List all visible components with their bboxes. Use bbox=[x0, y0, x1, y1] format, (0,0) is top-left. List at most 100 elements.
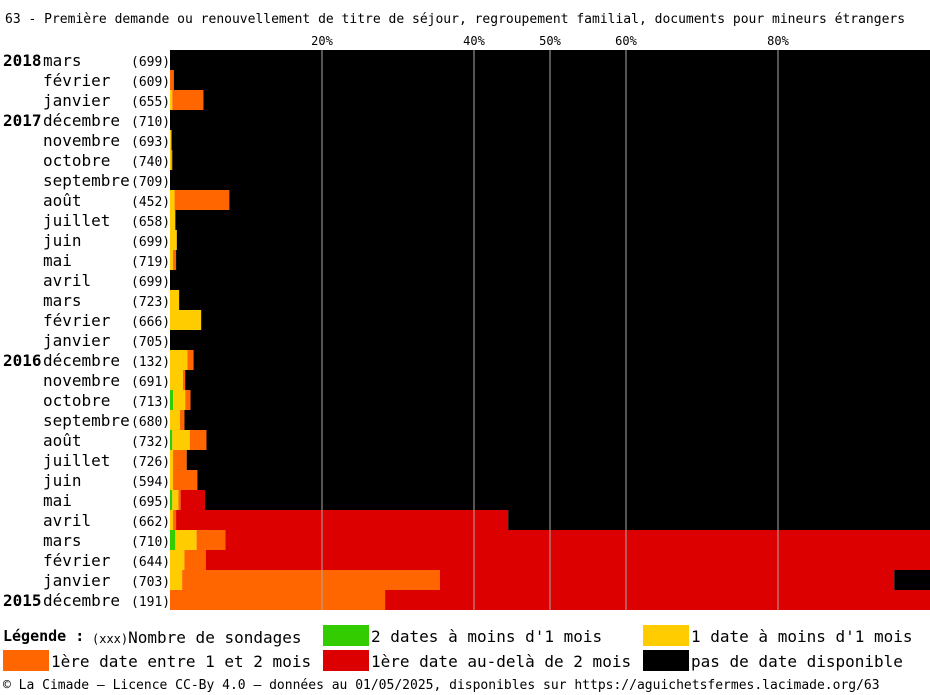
row-count-label: (191) bbox=[131, 595, 170, 610]
row-count-label: (680) bbox=[131, 415, 170, 430]
bar-segment-first_1_2 bbox=[170, 590, 386, 610]
bar-segment-first_1_2 bbox=[196, 530, 226, 550]
bar-segment-none bbox=[171, 130, 930, 150]
bar-segment-lt1_2dates bbox=[170, 430, 173, 450]
bar-segment-first_1_2 bbox=[173, 510, 177, 530]
bar-segment-none bbox=[186, 450, 930, 470]
bar-segment-none bbox=[175, 210, 930, 230]
bar-segment-lt1_2dates bbox=[170, 490, 173, 510]
row-count-label: (723) bbox=[131, 295, 170, 310]
x-tick-label: 60% bbox=[615, 34, 637, 48]
row-month-label: février bbox=[43, 311, 111, 330]
row-month-label: décembre bbox=[43, 111, 120, 130]
bar-segment-lt1_2dates bbox=[170, 530, 176, 550]
bar-segment-lt1_1date bbox=[172, 430, 190, 450]
x-tick-label: 50% bbox=[539, 34, 561, 48]
x-tick-label: 40% bbox=[463, 34, 485, 48]
chart-title: 63 - Première demande ou renouvellement … bbox=[5, 12, 906, 27]
legend-swatch-1-2-months bbox=[3, 650, 49, 671]
bar-segment-lt1_1date bbox=[172, 490, 179, 510]
bar-segment-first_1_2 bbox=[173, 470, 198, 490]
row-month-label: mai bbox=[43, 491, 72, 510]
bar-segment-none bbox=[894, 570, 930, 590]
row-month-label: octobre bbox=[43, 391, 110, 410]
bar-segment-none bbox=[176, 250, 930, 270]
row-count-label: (452) bbox=[131, 195, 170, 210]
bar-segment-lt1_1date bbox=[170, 510, 174, 530]
bar-segment-first_gt2 bbox=[385, 590, 930, 610]
row-month-label: octobre bbox=[43, 151, 110, 170]
row-count-label: (740) bbox=[131, 155, 170, 170]
row-month-label: février bbox=[43, 71, 111, 90]
bar-segment-first_1_2 bbox=[184, 550, 206, 570]
bar-segment-none bbox=[176, 230, 930, 250]
legend-swatch-no-date bbox=[643, 650, 689, 671]
row-count-label: (132) bbox=[131, 355, 170, 370]
footer-credits: © La Cimade — Licence CC-By 4.0 — donnée… bbox=[3, 678, 880, 693]
bar-segment-first_1_2 bbox=[189, 430, 207, 450]
bar-segment-lt1_1date bbox=[170, 550, 185, 570]
bar-segment-none bbox=[184, 410, 930, 430]
row-month-label: août bbox=[43, 431, 82, 450]
bar-segment-first_1_2 bbox=[171, 150, 173, 170]
bar-segment-first_1_2 bbox=[185, 390, 191, 410]
bar-segment-first_1_2 bbox=[172, 90, 204, 110]
row-count-label: (693) bbox=[131, 135, 170, 150]
legend-count-label: (xxx)Nombre de sondages bbox=[92, 628, 302, 647]
legend-count-prefix: (xxx) bbox=[92, 632, 129, 646]
bar-segment-first_1_2 bbox=[178, 490, 181, 510]
x-tick-label: 80% bbox=[767, 34, 789, 48]
bar-segment-none bbox=[172, 150, 930, 170]
bar-segment-lt1_1date bbox=[170, 150, 172, 170]
bar-segment-first_1_2 bbox=[182, 570, 440, 590]
bar-segment-lt1_1date bbox=[170, 90, 173, 110]
bar-segment-lt1_1date bbox=[170, 250, 174, 270]
row-month-label: mai bbox=[43, 251, 72, 270]
row-count-label: (609) bbox=[131, 75, 170, 90]
bar-segment-none bbox=[203, 90, 930, 110]
legend-label-1-date: 1 date à moins d'1 mois bbox=[691, 627, 913, 646]
x-tick-label: 20% bbox=[311, 34, 333, 48]
row-count-label: (732) bbox=[131, 435, 170, 450]
row-labels: 2018 mars (699)février (609)janvier (655)201… bbox=[3, 51, 170, 610]
row-count-label: (658) bbox=[131, 215, 170, 230]
bar-segment-first_1_2 bbox=[174, 190, 230, 210]
bar-segment-first_1_2 bbox=[179, 410, 185, 430]
row-month-label: décembre bbox=[43, 351, 120, 370]
row-count-label: (691) bbox=[131, 375, 170, 390]
legend-title: Légende : bbox=[3, 627, 85, 645]
legend-count-text: Nombre de sondages bbox=[128, 628, 302, 647]
bar-segment-first_1_2 bbox=[173, 450, 187, 470]
bar-segment-lt1_1date bbox=[175, 530, 197, 550]
bar-segment-first_gt2 bbox=[439, 570, 895, 590]
bar-segment-lt1_1date bbox=[170, 290, 180, 310]
legend-label-no-date: pas de date disponible bbox=[691, 652, 903, 671]
row-count-label: (699) bbox=[131, 275, 170, 290]
bar-segment-lt1_1date bbox=[170, 470, 174, 490]
bar-segment-lt1_1date bbox=[173, 390, 186, 410]
row-count-label: (719) bbox=[131, 255, 170, 270]
bar-segment-lt1_2dates bbox=[170, 390, 174, 410]
row-month-label: avril bbox=[43, 271, 91, 290]
bar-segment-first_1_2 bbox=[173, 250, 177, 270]
legend-swatch-1-date bbox=[643, 625, 689, 646]
row-month-label: janvier bbox=[43, 91, 111, 110]
row-count-label: (655) bbox=[131, 95, 170, 110]
row-month-label: septembre bbox=[43, 171, 130, 190]
bar-segment-lt1_1date bbox=[170, 450, 174, 470]
row-month-label: juillet bbox=[43, 211, 110, 230]
row-count-label: (726) bbox=[131, 455, 170, 470]
row-year-label: 2015 bbox=[3, 591, 42, 610]
bar-segment-first_gt2 bbox=[176, 510, 509, 530]
row-month-label: septembre bbox=[43, 411, 130, 430]
bar-segment-none bbox=[179, 290, 930, 310]
row-month-label: mars bbox=[43, 291, 82, 310]
bar-segment-lt1_1date bbox=[170, 570, 183, 590]
row-count-label: (710) bbox=[131, 535, 170, 550]
bar-segment-lt1_1date bbox=[170, 210, 176, 230]
row-count-label: (705) bbox=[131, 335, 170, 350]
row-count-label: (594) bbox=[131, 475, 170, 490]
bars-layer bbox=[170, 50, 930, 610]
bar-segment-first_1_2 bbox=[170, 70, 174, 90]
bar-segment-lt1_1date bbox=[170, 230, 177, 250]
